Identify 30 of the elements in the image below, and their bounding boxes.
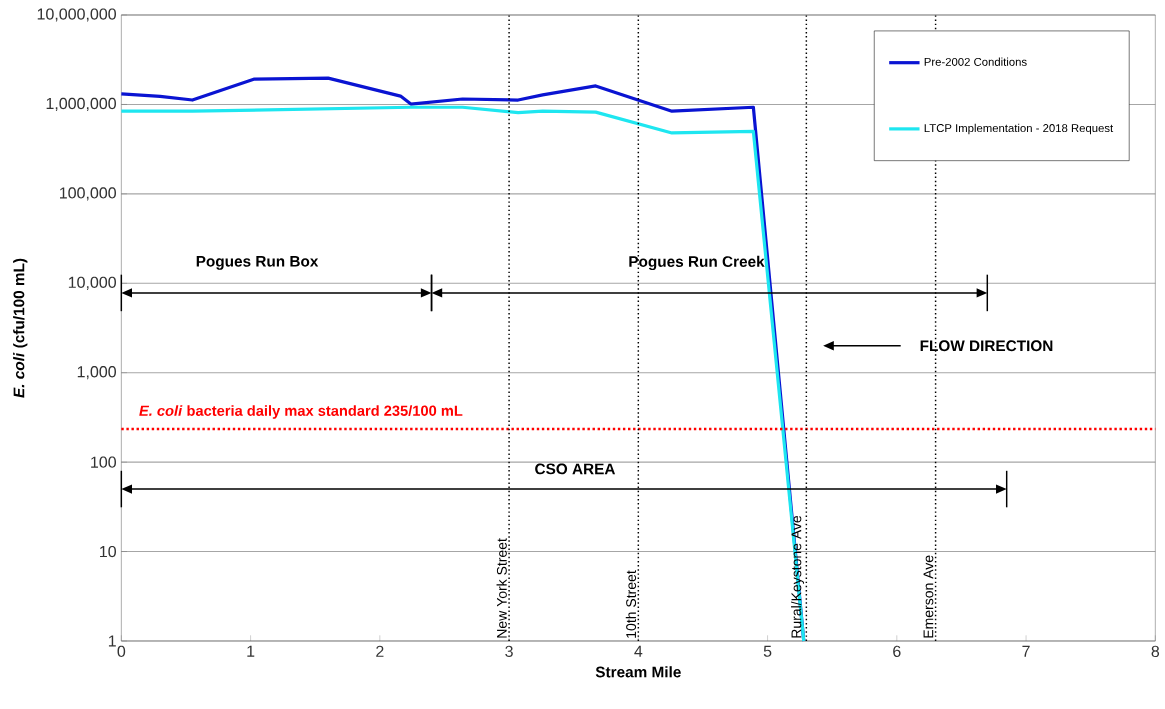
- y-tick-label: 1: [108, 635, 116, 647]
- annotation: Pogues Run Creek: [629, 255, 765, 271]
- ref-line-label: Rural/Keystone Ave: [791, 515, 805, 638]
- y-tick-label: 1,000: [77, 366, 116, 380]
- legend-label: Pre-2002 Conditions: [924, 57, 1027, 66]
- x-tick-label: 0: [117, 645, 126, 658]
- x-tick-label: 5: [763, 645, 772, 657]
- y-tick-label: 10,000,000: [37, 8, 116, 22]
- x-tick-label: 1: [247, 645, 255, 657]
- y-tick-label: 100,000: [60, 187, 116, 201]
- ref-line-label: New York Street: [496, 538, 507, 638]
- annotation: CSO AREA: [535, 463, 616, 475]
- x-tick-label: 6: [893, 645, 901, 658]
- ref-line-label: Emerson Ave: [923, 555, 934, 638]
- x-tick-label: 4: [634, 645, 643, 657]
- legend-label: LTCP Implementation - 2018 Request: [924, 123, 1114, 135]
- y-tick-label: 100: [91, 456, 116, 468]
- annotation: FLOW DIRECTION: [920, 340, 1053, 352]
- ref-line-label: E. coli bacteria daily max standard 235/100 mL: [139, 405, 463, 419]
- x-tick-label: 3: [505, 645, 513, 658]
- x-tick-label: 7: [1022, 645, 1030, 657]
- x-tick-label: 2: [376, 645, 384, 657]
- x-axis-title: Stream Mile: [595, 666, 681, 678]
- annotation: Pogues Run Box: [196, 256, 319, 270]
- y-tick-label: 10: [100, 545, 117, 558]
- y-tick-label: 10,000: [68, 276, 116, 290]
- y-axis-title: E. coli (cfu/100 mL): [13, 258, 28, 398]
- x-tick-label: 8: [1151, 645, 1160, 658]
- ref-line-label: 10th Street: [625, 570, 637, 638]
- y-tick-label: 1,000,000: [46, 97, 116, 112]
